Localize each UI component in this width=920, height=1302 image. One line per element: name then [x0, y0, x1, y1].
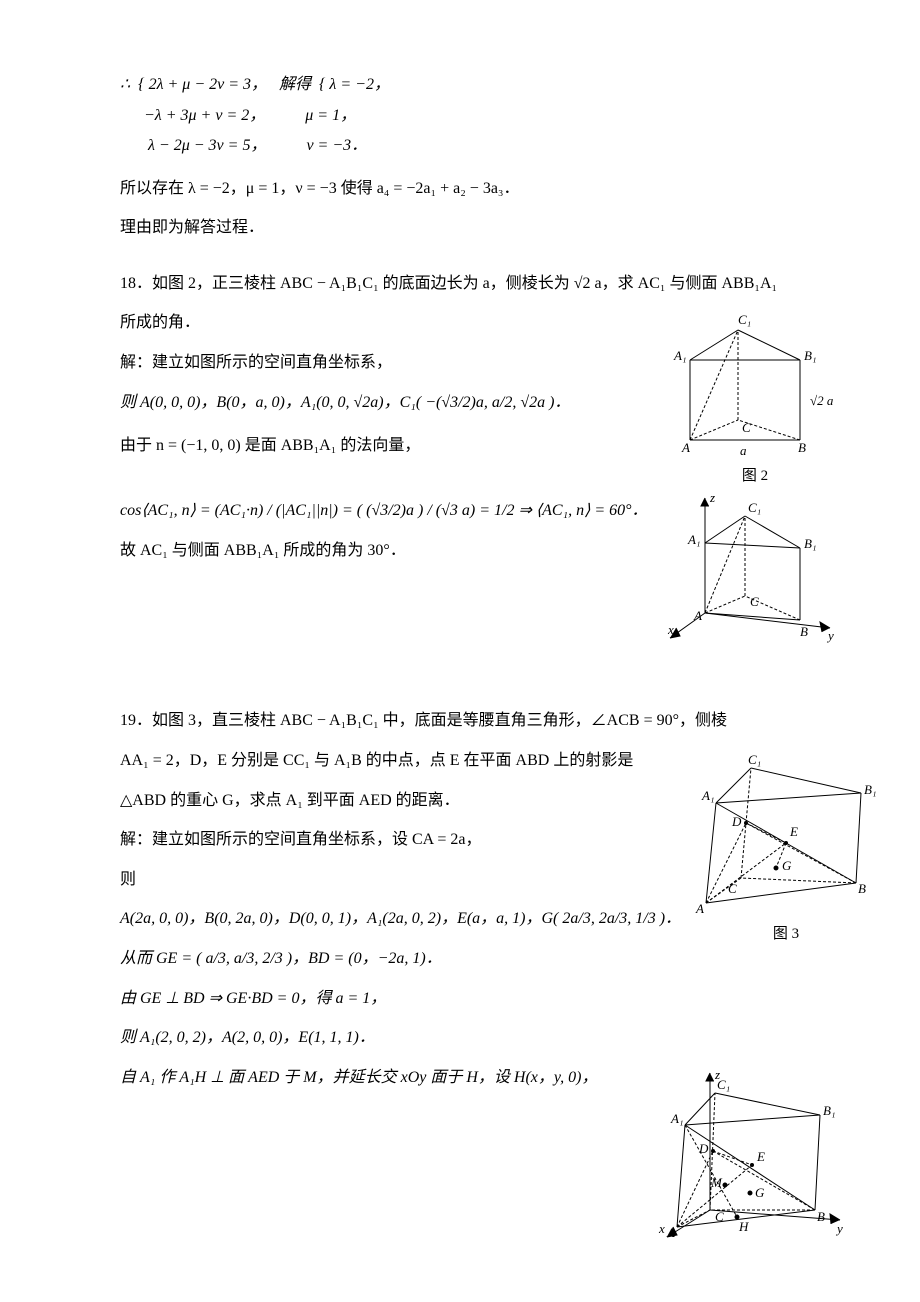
p18-sol-3: 由于 n = (−1, 0, 0) 是面 ABB₁A₁ 的法向量，: [120, 433, 650, 459]
p19-sol-2: A(2a, 0, 0)，B(0, 2a, 0)，D(0, 0, 1)，A₁(2a…: [120, 906, 681, 932]
para-conclusion-2: 理由即为解答过程．: [120, 215, 860, 241]
p19f1-C: C: [728, 881, 737, 896]
lbl2-C1: C₁: [748, 500, 761, 515]
p19f2-B1: B₁: [823, 1103, 835, 1118]
lbl2-x: x: [667, 622, 674, 637]
lbl-A: A: [681, 440, 690, 455]
para-conclusion-1: 所以存在 λ = −2，μ = 1，ν = −3 使得 a₄ = −2a₁ + …: [120, 176, 860, 202]
lbl2-B: B: [800, 624, 808, 639]
lbl2-C: C: [750, 594, 759, 609]
p19-figure-1: A B C A₁ B₁ C₁ D E G: [686, 748, 886, 918]
p19f2-G: G: [755, 1185, 765, 1200]
p19-sol-5: 则 A₁(2, 0, 2)，A(2, 0, 0)，E(1, 1, 1)．: [120, 1025, 860, 1051]
p19-sol-3: 从而 GE = ( a/3, a/3, 2/3 )，BD = (0，−2a, 1…: [120, 946, 860, 972]
p18-sol-4: cos⟨AC₁, n⟩ = (AC₁·n) / (|AC₁||n|) = ( (…: [120, 498, 650, 524]
lbl-A1: A₁: [673, 348, 686, 363]
p18-sol-2: 则 A(0, 0, 0)，B(0，a, 0)，A₁(0, 0, √2a)，C₁(…: [120, 390, 650, 416]
equation-system: ∴ { 2λ + μ − 2ν = 3， 解得 { λ = −2， −λ + 3…: [120, 40, 860, 162]
p19f1-E: E: [789, 824, 798, 839]
p19f1-B1: B₁: [864, 782, 876, 797]
p19-stem-1: 19．如图 3，直三棱柱 ABC − A₁B₁C₁ 中，底面是等腰直角三角形，∠…: [120, 708, 860, 734]
p19-caption: 图 3: [681, 922, 891, 946]
lbl2-B1: B₁: [804, 536, 816, 551]
p19f1-C1: C₁: [748, 752, 761, 767]
p19-stem-2: AA₁ = 2，D，E 分别是 CC₁ 与 A₁B 的中点，点 E 在平面 AB…: [120, 748, 681, 774]
p19f2-H: H: [738, 1219, 749, 1234]
eq-line-3: λ − 2μ − 3ν = 5， ν = −3．: [120, 137, 367, 154]
lbl2-A: A: [693, 608, 702, 623]
p19f1-A1: A₁: [701, 788, 714, 803]
eq-line-2: −λ + 3μ + ν = 2， μ = 1，: [120, 107, 356, 124]
p18-figure-2: A B C A₁ B₁ C₁ x y z: [660, 488, 850, 648]
lbl2-A1: A₁: [687, 532, 700, 547]
p19f2-x: x: [658, 1221, 665, 1236]
lbl2-z: z: [709, 490, 715, 505]
p19-sol-4: 由 GE ⊥ BD ⇒ GE·BD = 0，得 a = 1，: [120, 986, 860, 1012]
p19f1-G: G: [782, 858, 792, 873]
p18-sol-1: 解：建立如图所示的空间直角坐标系，: [120, 350, 650, 376]
p19-sol-6: 自 A₁ 作 A₁H ⊥ 面 AED 于 M，并延长交 xOy 面于 H，设 H…: [120, 1065, 650, 1091]
p19f2-A: A: [666, 1225, 675, 1240]
p19f1-D: D: [731, 814, 742, 829]
p19f2-A1: A₁: [670, 1111, 683, 1126]
p19f2-D: D: [698, 1141, 709, 1156]
p19f2-M: M: [710, 1175, 723, 1190]
eq-line-1: ∴ { 2λ + μ − 2ν = 3， 解得 { λ = −2，: [120, 76, 390, 93]
p18-stem-1: 18．如图 2，正三棱柱 ABC − A₁B₁C₁ 的底面边长为 a，侧棱长为 …: [120, 271, 860, 297]
lbl-C: C: [742, 420, 751, 435]
p19f1-A: A: [695, 901, 704, 916]
lbl-edge-side: √2 a: [810, 393, 834, 408]
p18-stem-2: 所成的角．: [120, 310, 650, 336]
p18-caption: 图 2: [650, 464, 860, 488]
p19f2-B: B: [817, 1209, 825, 1224]
p19f2-z: z: [714, 1067, 720, 1082]
p18-figure-1: A B C A₁ B₁ C₁ a √2 a: [660, 310, 850, 460]
p19-sol-1b: 则: [120, 867, 681, 893]
p19-sol-1: 解：建立如图所示的空间直角坐标系，设 CA = 2a，: [120, 827, 681, 853]
p19f2-E: E: [756, 1149, 765, 1164]
lbl-B: B: [798, 440, 806, 455]
lbl-B1: B₁: [804, 348, 816, 363]
lbl-C1: C₁: [738, 312, 751, 327]
p19-figure-2: A B C A₁ B₁ C₁ D E G M H x y z: [655, 1065, 855, 1245]
lbl-edge-a: a: [740, 443, 747, 458]
p19f2-C: C: [715, 1209, 724, 1224]
p19-stem-3: △ABD 的重心 G，求点 A₁ 到平面 AED 的距离．: [120, 788, 681, 814]
lbl2-y: y: [826, 628, 834, 643]
p19f2-y: y: [835, 1221, 843, 1236]
p19f1-B: B: [858, 881, 866, 896]
p18-sol-5: 故 AC₁ 与侧面 ABB₁A₁ 所成的角为 30°．: [120, 538, 650, 564]
